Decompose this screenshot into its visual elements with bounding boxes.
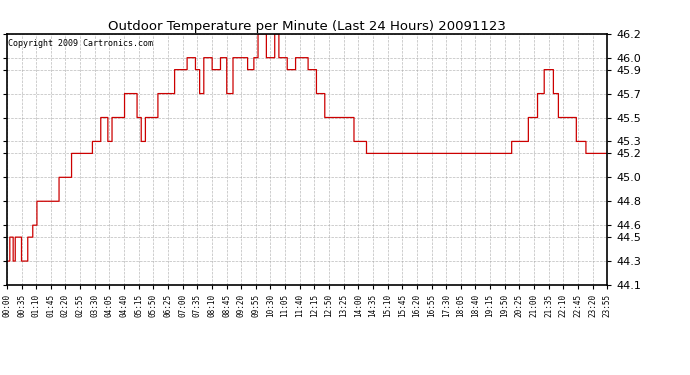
Title: Outdoor Temperature per Minute (Last 24 Hours) 20091123: Outdoor Temperature per Minute (Last 24 … (108, 20, 506, 33)
Text: Copyright 2009 Cartronics.com: Copyright 2009 Cartronics.com (8, 39, 153, 48)
